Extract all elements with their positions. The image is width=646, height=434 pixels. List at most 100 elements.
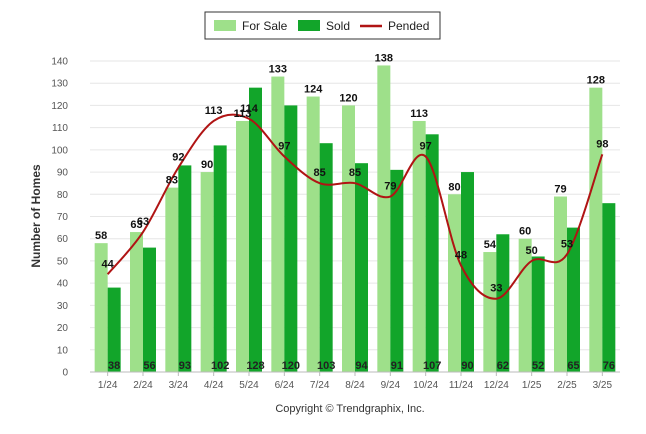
data-label-sold: 94 [355,360,368,372]
x-tick-label: 3/25 [593,380,613,391]
data-label-sold: 120 [282,360,300,372]
bar-for-sale [412,120,426,372]
data-label-for-sale: 63 [130,219,142,231]
bar-for-sale [448,194,461,372]
legend-label-pended: Pended [388,19,429,33]
data-label-for-sale: 138 [375,52,393,64]
bar-for-sale [200,172,214,372]
bar-sold [249,87,262,373]
x-axis-ticks: 1/24 2/24 3/24 4/24 5/24 6/24 7/24 8/24 9/24 10/2… [98,372,613,391]
x-tick-label: 8/24 [345,380,365,391]
data-label-sold: 103 [317,360,335,372]
data-label-sold: 38 [108,360,120,372]
data-label-for-sale: 128 [587,75,605,87]
y-tick-label: 10 [57,345,69,356]
bar-for-sale [306,96,320,373]
data-label-for-sale: 90 [201,159,213,171]
data-label-pended: 85 [349,167,361,179]
data-label-for-sale: 113 [410,108,428,120]
data-label-sold: 65 [567,360,579,372]
legend-swatch-sold [298,20,320,31]
bar-sold [319,143,333,372]
data-label-pended: 92 [172,152,184,164]
y-axis-ticks: 0 10 20 30 40 50 60 70 80 90 100 110 120 130 140 [51,57,68,379]
y-tick-label: 40 [57,279,69,290]
x-tick-label: 10/24 [413,380,438,391]
copyright-footer: Copyright © Trendgraphix, Inc. [275,403,424,415]
bar-for-sale [377,65,391,372]
y-tick-label: 100 [51,145,68,156]
data-label-pended: 50 [526,245,538,257]
data-label-pended: 97 [420,141,432,153]
data-label-for-sale: 83 [166,175,178,187]
bars [94,65,616,373]
x-tick-label: 2/25 [557,380,577,391]
data-label-for-sale: 133 [269,64,287,76]
x-tick-label: 7/24 [310,380,330,391]
data-label-pended: 44 [102,258,115,270]
data-label-pended: 114 [240,103,259,115]
y-tick-label: 70 [57,212,69,223]
y-tick-label: 120 [51,101,68,112]
data-label-sold: 90 [461,360,473,372]
data-label-sold: 128 [246,360,264,372]
data-label-for-sale: 124 [304,84,323,96]
y-tick-label: 20 [57,323,69,334]
bar-for-sale [483,252,497,372]
data-label-for-sale: 120 [339,92,357,104]
data-label-sold: 52 [532,360,544,372]
x-tick-label: 4/24 [204,380,224,391]
x-tick-label: 1/24 [98,380,118,391]
data-label-pended: 79 [384,181,396,193]
bar-for-sale [94,243,108,372]
data-label-sold: 93 [179,360,191,372]
bar-for-sale [271,76,285,373]
legend-swatch-for-sale [214,20,236,31]
x-tick-label: 5/24 [239,380,259,391]
data-label-sold: 102 [211,360,229,372]
data-label-sold: 62 [497,360,509,372]
data-label-sold: 76 [603,360,615,372]
y-tick-label: 60 [57,234,69,245]
data-label-for-sale: 54 [484,239,497,251]
x-tick-label: 9/24 [381,380,401,391]
data-label-pended: 53 [561,238,573,250]
y-tick-label: 30 [57,301,69,312]
bar-sold [107,287,121,372]
bar-sold [355,163,368,372]
data-label-pended: 97 [278,141,290,153]
bar-sold [567,227,580,372]
x-tick-label: 3/24 [169,380,189,391]
bar-for-sale [342,105,355,372]
bar-sold [531,256,545,372]
y-tick-label: 140 [51,57,68,68]
data-label-for-sale: 58 [95,230,107,242]
bar-for-sale [518,238,532,372]
data-label-sold: 56 [143,360,155,372]
data-labels: 58 38 63 56 83 93 90 102 113 128 133 120 124 103 120 94… [95,52,615,372]
bar-sold [178,165,192,372]
y-tick-label: 80 [57,190,69,201]
x-tick-label: 12/24 [484,380,509,391]
data-label-pended: 33 [490,283,502,295]
bar-for-sale [165,187,179,372]
legend-label-sold: Sold [326,19,350,33]
pended-line [106,113,604,300]
x-tick-label: 6/24 [275,380,295,391]
bar-for-sale [589,87,603,373]
bar-for-sale [130,232,143,372]
bar-sold [284,105,298,372]
x-tick-label: 11/24 [449,380,474,391]
data-label-pended: 63 [137,216,149,228]
data-label-for-sale: 60 [519,226,531,238]
data-label-for-sale: 113 [234,108,252,120]
bar-for-sale [236,120,249,372]
x-tick-label: 2/24 [133,380,153,391]
data-label-for-sale: 80 [448,181,460,193]
y-tick-label: 130 [51,79,68,90]
y-tick-label: 110 [52,123,68,134]
data-label-pended: 85 [314,167,326,179]
y-tick-label: 90 [57,168,69,179]
pended-series-line [106,113,604,300]
